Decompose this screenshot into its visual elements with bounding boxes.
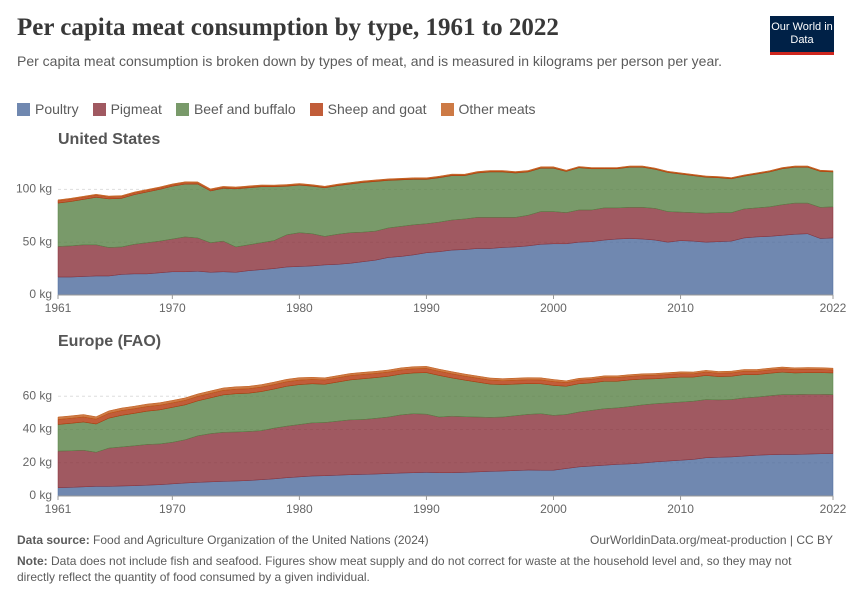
y-tick-label: 0 kg	[29, 287, 52, 301]
note-label: Note:	[17, 554, 48, 568]
x-tick-label: 1990	[413, 502, 440, 516]
legend-label: Beef and buffalo	[193, 101, 296, 117]
x-tick-label: 1970	[159, 502, 186, 516]
legend-swatch	[440, 102, 454, 116]
x-tick-label: 1961	[45, 301, 72, 315]
x-tick-label: 1961	[45, 502, 72, 516]
area	[57, 366, 834, 420]
y-tick-label: 100 kg	[16, 182, 52, 196]
x-tick-label: 1970	[159, 301, 186, 315]
y-tick-label: 40 kg	[23, 422, 52, 436]
y-tick-label: 50 kg	[23, 234, 52, 248]
y-tick-label: 0 kg	[29, 488, 52, 502]
x-tick-label: 2000	[540, 301, 567, 315]
x-tick-label: 2022	[820, 502, 847, 516]
legend-item[interactable]: Beef and buffalo	[175, 101, 296, 117]
title: Per capita meat consumption by type, 196…	[17, 14, 559, 41]
legend-item[interactable]: Poultry	[17, 101, 79, 117]
source-label: Data source:	[17, 533, 90, 547]
y-tick-label: 60 kg	[23, 388, 52, 402]
x-tick-label: 2010	[667, 301, 694, 315]
source-line: Data source: Food and Agriculture Organi…	[17, 532, 429, 548]
legend-item[interactable]: Other meats	[440, 101, 536, 117]
x-tick-label: 2010	[667, 502, 694, 516]
subtitle: Per capita meat consumption is broken do…	[17, 53, 723, 69]
panel-title: Europe (FAO)	[58, 333, 161, 350]
x-tick-label: 2000	[540, 502, 567, 516]
legend-label: Pigmeat	[110, 101, 162, 117]
legend: Poultry Pigmeat Beef and buffalo Sheep and …	[17, 101, 536, 117]
legend-label: Poultry	[35, 101, 79, 117]
legend-item[interactable]: Pigmeat	[92, 101, 162, 117]
note-line: Note: Data does not include fish and sea…	[17, 553, 817, 585]
legend-swatch	[309, 102, 323, 116]
x-tick-label: 1980	[286, 301, 313, 315]
legend-swatch	[17, 102, 30, 116]
note: Data does not include fish and seafood. …	[17, 554, 792, 584]
area	[57, 165, 834, 202]
x-tick-label: 1980	[286, 502, 313, 516]
legend-item[interactable]: Sheep and goat	[309, 101, 427, 117]
logo[interactable]: Our World in Data	[770, 16, 834, 55]
url[interactable]: OurWorldinData.org/meat-production | CC …	[590, 533, 833, 547]
legend-swatch	[175, 102, 189, 116]
legend-swatch	[92, 102, 106, 116]
x-tick-label: 2022	[820, 301, 847, 315]
source: Food and Agriculture Organization of the…	[93, 533, 429, 547]
y-tick-label: 20 kg	[23, 455, 52, 469]
legend-label: Other meats	[458, 101, 536, 117]
x-tick-label: 1990	[413, 301, 440, 315]
legend-label: Sheep and goat	[327, 101, 427, 117]
panel-title: United States	[58, 131, 160, 148]
